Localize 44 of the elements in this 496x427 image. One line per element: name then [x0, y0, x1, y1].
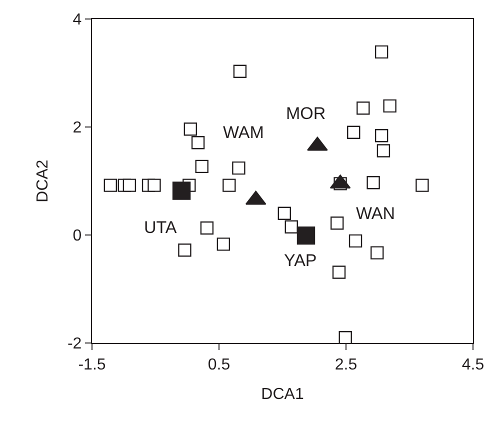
point [332, 266, 346, 279]
y-tick-label: -2 [67, 336, 82, 353]
point [356, 102, 370, 115]
point [374, 129, 388, 142]
point [191, 136, 205, 150]
annotation: WAN [356, 204, 396, 223]
x-tick-label: 4.5 [462, 356, 484, 374]
y-tick-label: 0 [72, 228, 82, 245]
point [366, 176, 380, 190]
annotation: MOR [286, 104, 326, 123]
point [370, 246, 384, 260]
point [178, 244, 192, 257]
point [416, 178, 429, 192]
annotation: WAM [223, 123, 264, 142]
point [222, 178, 236, 192]
point [278, 206, 292, 220]
point [122, 178, 136, 192]
point [284, 220, 298, 234]
y-tick-label: 4 [72, 12, 82, 29]
annotation: UTA [144, 218, 178, 237]
point [216, 238, 230, 251]
point [232, 161, 246, 175]
x-tick-label: 2.5 [334, 356, 358, 374]
point [376, 144, 390, 158]
point [200, 221, 214, 235]
point [374, 45, 388, 59]
y-tick-label: 2 [72, 120, 82, 137]
annotation: YAP [284, 251, 317, 270]
point [338, 331, 352, 343]
y-axis-title: DCA2 [34, 160, 52, 202]
point [172, 182, 191, 200]
point [330, 216, 344, 230]
x-tick-label: -1.5 [78, 356, 106, 374]
point [348, 234, 362, 248]
point [184, 122, 198, 136]
point [148, 178, 161, 192]
point [195, 160, 208, 174]
point [383, 99, 396, 113]
point [296, 226, 316, 245]
x-tick-label: 0.5 [208, 356, 230, 374]
x-axis-title: DCA1 [261, 386, 304, 403]
point [233, 64, 247, 78]
point [104, 178, 118, 192]
point [347, 126, 360, 139]
